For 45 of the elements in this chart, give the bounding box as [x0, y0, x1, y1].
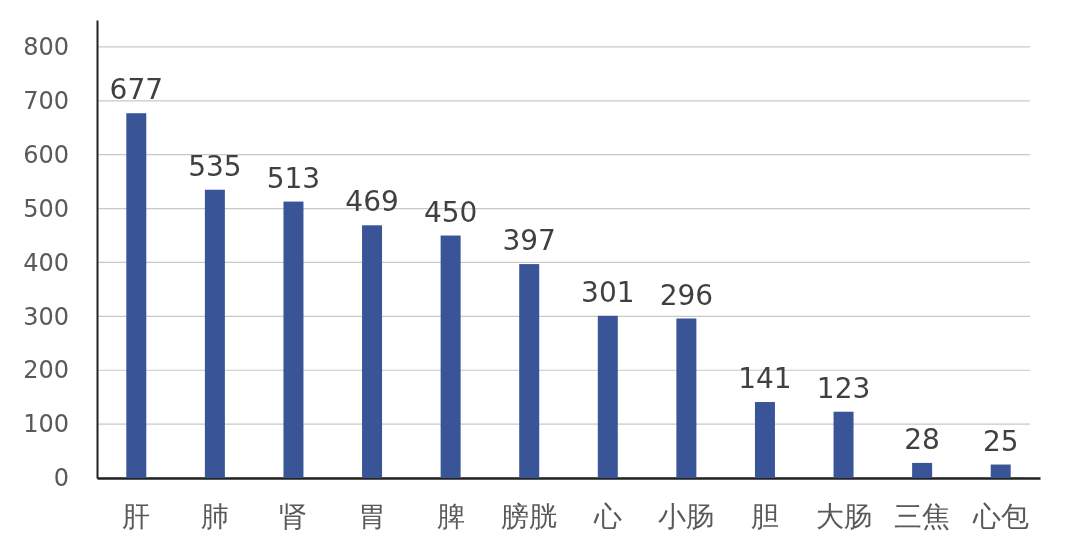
bar	[754, 402, 775, 478]
x-tick-label: 肝	[122, 499, 151, 533]
bar	[362, 225, 383, 478]
bar	[912, 462, 933, 478]
x-tick-label: 心包	[971, 499, 1029, 533]
y-tick-label: 700	[23, 87, 69, 115]
data-label: 450	[423, 195, 478, 229]
y-tick-label: 0	[53, 464, 69, 493]
bar	[597, 315, 618, 478]
x-tick-label: 大肠	[815, 499, 872, 533]
bar	[676, 318, 697, 478]
bar	[519, 264, 540, 478]
x-tick-label: 膀胱	[501, 499, 558, 533]
bar	[440, 235, 461, 478]
data-label: 301	[581, 275, 635, 309]
data-label: 123	[816, 371, 871, 405]
x-tick-label: 胃	[358, 499, 387, 533]
x-tick-label: 脾	[436, 499, 465, 533]
y-tick-label: 500	[23, 194, 69, 223]
x-tick-label: 肺	[200, 499, 229, 533]
x-tick-label: 胆	[750, 499, 779, 533]
y-tick-label: 400	[23, 248, 69, 277]
x-tick-label: 心	[592, 499, 622, 533]
bar	[204, 189, 225, 478]
data-label: 677	[109, 73, 164, 107]
bar	[283, 201, 304, 478]
bar	[990, 464, 1011, 478]
bar	[833, 411, 854, 478]
y-tick-label: 600	[23, 140, 69, 169]
bar	[126, 113, 147, 478]
y-tick-label: 300	[23, 302, 69, 331]
data-label: 141	[738, 362, 792, 396]
data-label: 397	[502, 224, 556, 258]
data-label: 296	[659, 278, 714, 312]
y-tick-label: 200	[23, 356, 69, 385]
x-tick-label: 肾	[279, 499, 308, 533]
y-tick-label: 100	[23, 410, 69, 439]
data-label: 513	[266, 161, 321, 195]
data-label: 28	[904, 422, 940, 456]
data-label: 535	[188, 149, 242, 183]
data-label: 469	[345, 185, 399, 219]
x-tick-label: 小肠	[658, 499, 715, 533]
data-label: 25	[982, 424, 1019, 458]
y-tick-label: 800	[23, 33, 69, 62]
x-tick-label: 三焦	[894, 499, 951, 533]
